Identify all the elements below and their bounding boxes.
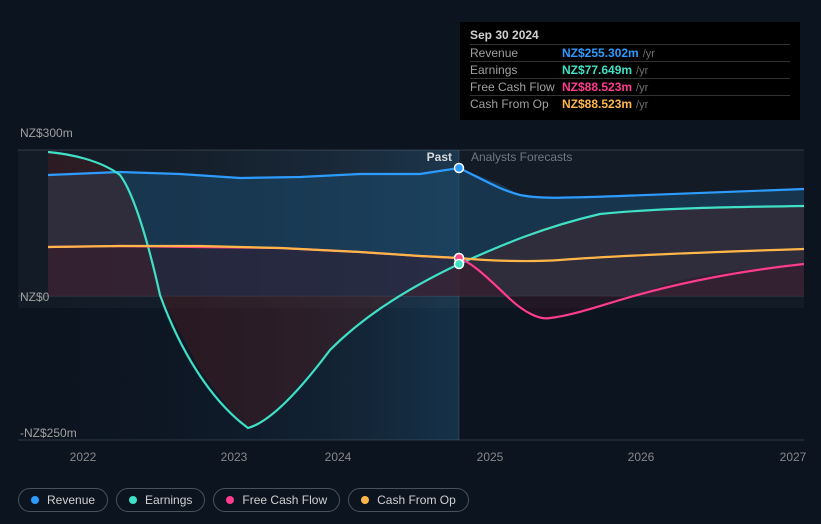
tooltip-unit: /yr	[636, 65, 648, 77]
tooltip-unit: /yr	[636, 82, 648, 94]
legend-item-cfo[interactable]: Cash From Op	[348, 488, 469, 512]
tooltip-unit: /yr	[643, 48, 655, 60]
legend-item-earnings[interactable]: Earnings	[116, 488, 205, 512]
earnings-forecast-chart: NZ$300m NZ$0 -NZ$250m Past Analysts Fore…	[0, 0, 821, 524]
tooltip-row-revenue: Revenue NZ$255.302m /yr	[470, 44, 790, 61]
x-tick-label: 2027	[780, 450, 807, 464]
forecast-label: Analysts Forecasts	[471, 150, 572, 164]
x-tick-label: 2023	[221, 450, 248, 464]
tooltip-label: Cash From Op	[470, 97, 562, 111]
tooltip-row-fcf: Free Cash Flow NZ$88.523m /yr	[470, 78, 790, 95]
tooltip-date: Sep 30 2024	[470, 28, 790, 44]
legend-item-revenue[interactable]: Revenue	[18, 488, 108, 512]
marker-revenue	[455, 164, 464, 173]
x-tick-label: 2024	[325, 450, 352, 464]
tooltip-value: NZ$88.523m	[562, 80, 632, 94]
legend-dot-icon	[361, 496, 369, 504]
tooltip-unit: /yr	[636, 99, 648, 111]
legend-label: Earnings	[145, 493, 192, 507]
legend-dot-icon	[129, 496, 137, 504]
tooltip-value: NZ$255.302m	[562, 46, 639, 60]
y-tick-label: NZ$0	[20, 290, 49, 304]
tooltip-row-cfo: Cash From Op NZ$88.523m /yr	[470, 95, 790, 112]
legend-label: Revenue	[47, 493, 95, 507]
tooltip-label: Free Cash Flow	[470, 80, 562, 94]
x-tick-label: 2026	[628, 450, 655, 464]
tooltip-label: Revenue	[470, 46, 562, 60]
tooltip-value: NZ$88.523m	[562, 97, 632, 111]
x-tick-label: 2022	[70, 450, 97, 464]
tooltip-label: Earnings	[470, 63, 562, 77]
legend-dot-icon	[31, 496, 39, 504]
past-label: Past	[427, 150, 452, 164]
legend-label: Free Cash Flow	[242, 493, 327, 507]
x-tick-label: 2025	[477, 450, 504, 464]
tooltip-row-earnings: Earnings NZ$77.649m /yr	[470, 61, 790, 78]
legend-item-fcf[interactable]: Free Cash Flow	[213, 488, 340, 512]
marker-earnings	[455, 260, 464, 269]
tooltip-value: NZ$77.649m	[562, 63, 632, 77]
y-tick-label: -NZ$250m	[20, 426, 77, 440]
legend-dot-icon	[226, 496, 234, 504]
legend-label: Cash From Op	[377, 493, 456, 507]
y-tick-label: NZ$300m	[20, 126, 73, 140]
chart-legend: Revenue Earnings Free Cash Flow Cash Fro…	[18, 488, 469, 512]
chart-tooltip: Sep 30 2024 Revenue NZ$255.302m /yr Earn…	[460, 22, 800, 120]
